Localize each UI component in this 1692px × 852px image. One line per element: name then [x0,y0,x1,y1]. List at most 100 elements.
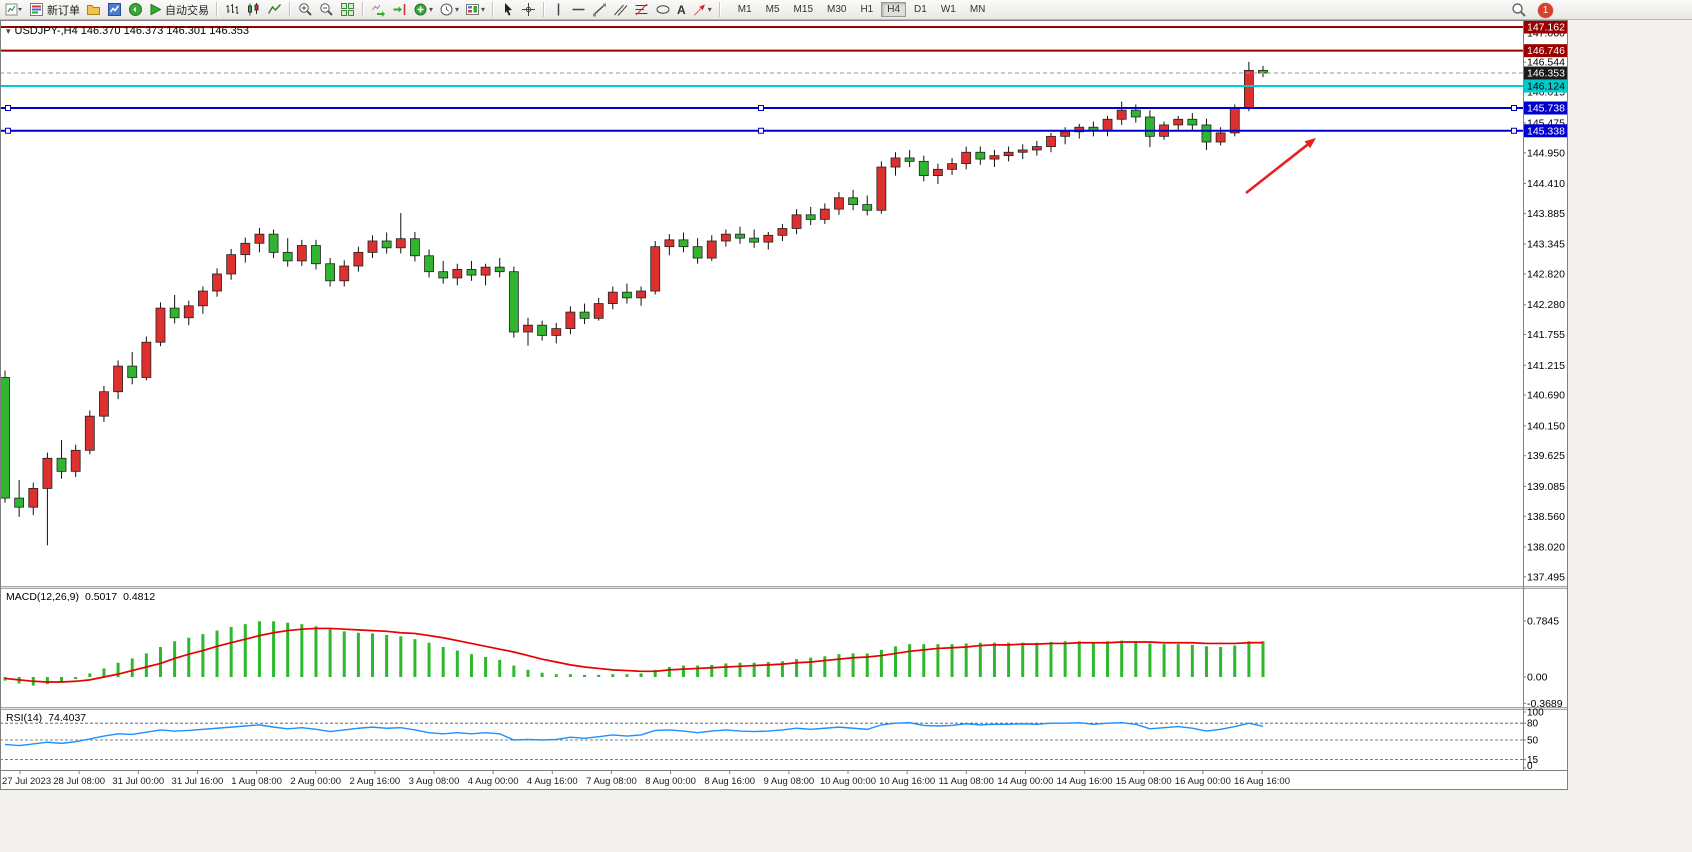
fibonacci-icon [635,3,648,16]
svg-text:0: 0 [1527,761,1533,772]
bar-chart-button[interactable] [222,1,243,19]
line-chart-button[interactable] [264,1,285,19]
svg-text:143.345: 143.345 [1527,239,1565,251]
trendline-icon [593,3,607,17]
timeframe-w1[interactable]: W1 [940,4,956,15]
clock-icon [440,3,453,16]
svg-text:-0.3689: -0.3689 [1527,698,1563,710]
svg-text:31 Jul 16:00: 31 Jul 16:00 [172,776,224,787]
new-order-label: 新订单 [47,4,80,17]
svg-text:2 Aug 00:00: 2 Aug 00:00 [290,776,341,787]
svg-text:3 Aug 08:00: 3 Aug 08:00 [409,776,460,787]
svg-text:14 Aug 16:00: 14 Aug 16:00 [1057,776,1113,787]
candlestick-chart-button[interactable] [243,1,264,19]
templates-icon [466,4,480,15]
price-axis[interactable]: 147.060146.544146.015145.475144.950144.4… [1523,20,1568,770]
cursor-button[interactable] [498,1,518,19]
shapes-tool[interactable] [652,1,674,19]
timeframe-m1[interactable]: M1 [737,4,752,15]
svg-text:0.7845: 0.7845 [1527,615,1559,627]
svg-text:141.215: 141.215 [1527,360,1565,372]
auto-trading-button[interactable]: 自动交易 [146,1,212,19]
chevron-down-icon: ▾ [455,5,460,14]
timeframe-h1[interactable]: H1 [860,4,874,15]
time-axis[interactable]: 27 Jul 2023 28 Jul 08:00 31 Jul 00:00 31 Ju… [0,770,1568,788]
crosshair-button[interactable] [518,1,539,19]
fibonacci-tool[interactable] [631,1,652,19]
chart-shift-button[interactable] [389,1,410,19]
arrow-annotation[interactable] [1245,138,1316,195]
new-order-icon [30,3,43,16]
horizontal-line-tool[interactable] [568,1,589,19]
toolbar-separator [718,2,721,17]
svg-text:8 Aug 00:00: 8 Aug 00:00 [645,776,696,787]
chart-selector-button[interactable] [2,1,26,19]
search-button[interactable] [1508,1,1530,19]
profiles-folder-icon [87,5,100,15]
svg-text:146.544: 146.544 [1527,57,1565,69]
svg-text:145.338: 145.338 [1527,125,1565,137]
timeframe-m5[interactable]: M5 [765,4,780,15]
svg-text:144.410: 144.410 [1527,178,1565,190]
channel-icon [614,4,628,16]
toolbar-separator [362,2,364,17]
periods-button[interactable]: ▾ [436,1,462,19]
timeframe-h4[interactable]: H4 [881,2,907,17]
horizontal-line-objects[interactable] [0,26,1523,134]
timeframe-m30[interactable]: M30 [827,4,847,15]
svg-text:138.020: 138.020 [1527,542,1565,554]
svg-text:27 Jul 2023: 27 Jul 2023 [2,776,51,787]
notification-badge[interactable]: 1 [1538,2,1553,18]
line-handle[interactable] [1511,105,1517,112]
svg-text:137.495: 137.495 [1527,571,1565,583]
svg-text:142.820: 142.820 [1527,268,1565,280]
tile-windows-button[interactable] [337,1,358,19]
indicators-button[interactable]: ▾ [410,1,436,19]
candlestick-chart-icon [248,3,259,16]
timeframe-m15[interactable]: M15 [793,4,813,15]
arrowhead-icon [1304,138,1316,149]
svg-text:144.950: 144.950 [1527,147,1565,159]
profiles-button[interactable] [83,1,104,19]
zoom-out-button[interactable] [316,1,337,19]
price-badge-147.162 [1524,20,1568,34]
text-tool-icon: A [677,2,686,17]
line-chart-icon [267,4,282,14]
vertical-line-tool[interactable] [549,1,568,19]
line-handle[interactable] [1511,127,1517,134]
svg-text:11 Aug 08:00: 11 Aug 08:00 [939,776,994,787]
timeframe-d1[interactable]: D1 [914,4,927,15]
arrows-tool[interactable]: ▾ [689,1,715,19]
price-badge-145.338 [1524,124,1568,138]
zoom-in-button[interactable] [295,1,316,19]
line-handle[interactable] [758,127,764,134]
auto-trading-label: 自动交易 [165,4,209,17]
market-watch-button[interactable] [104,1,125,19]
timeframe-mn[interactable]: MN [969,4,986,15]
svg-text:10 Aug 00:00: 10 Aug 00:00 [820,776,876,787]
toolbar: 新订单 自动交易 [0,0,1692,20]
new-order-button[interactable]: 新订单 [26,1,83,19]
line-handle[interactable] [758,105,764,112]
line-handle[interactable] [5,127,11,134]
market-watch-icon [108,3,121,16]
chart-shift-icon [393,4,406,15]
channel-tool[interactable] [610,1,631,19]
svg-text:140.690: 140.690 [1527,390,1565,402]
chart-selector-icon [5,3,22,16]
svg-text:80: 80 [1527,719,1539,730]
svg-text:50: 50 [1527,736,1539,747]
templates-button[interactable]: ▾ [462,1,488,19]
svg-text:9 Aug 08:00: 9 Aug 08:00 [763,776,814,787]
text-tool[interactable]: A [674,1,689,19]
line-handle[interactable] [5,105,11,112]
toolbar-right-cluster: 1 [1508,0,1553,20]
svg-text:0.00: 0.00 [1527,672,1548,684]
trendline-tool[interactable] [589,1,610,19]
refresh-button[interactable] [125,1,146,19]
price-badge-146.746 [1524,44,1568,58]
auto-scroll-button[interactable] [368,1,389,19]
svg-text:7 Aug 08:00: 7 Aug 08:00 [586,776,637,787]
